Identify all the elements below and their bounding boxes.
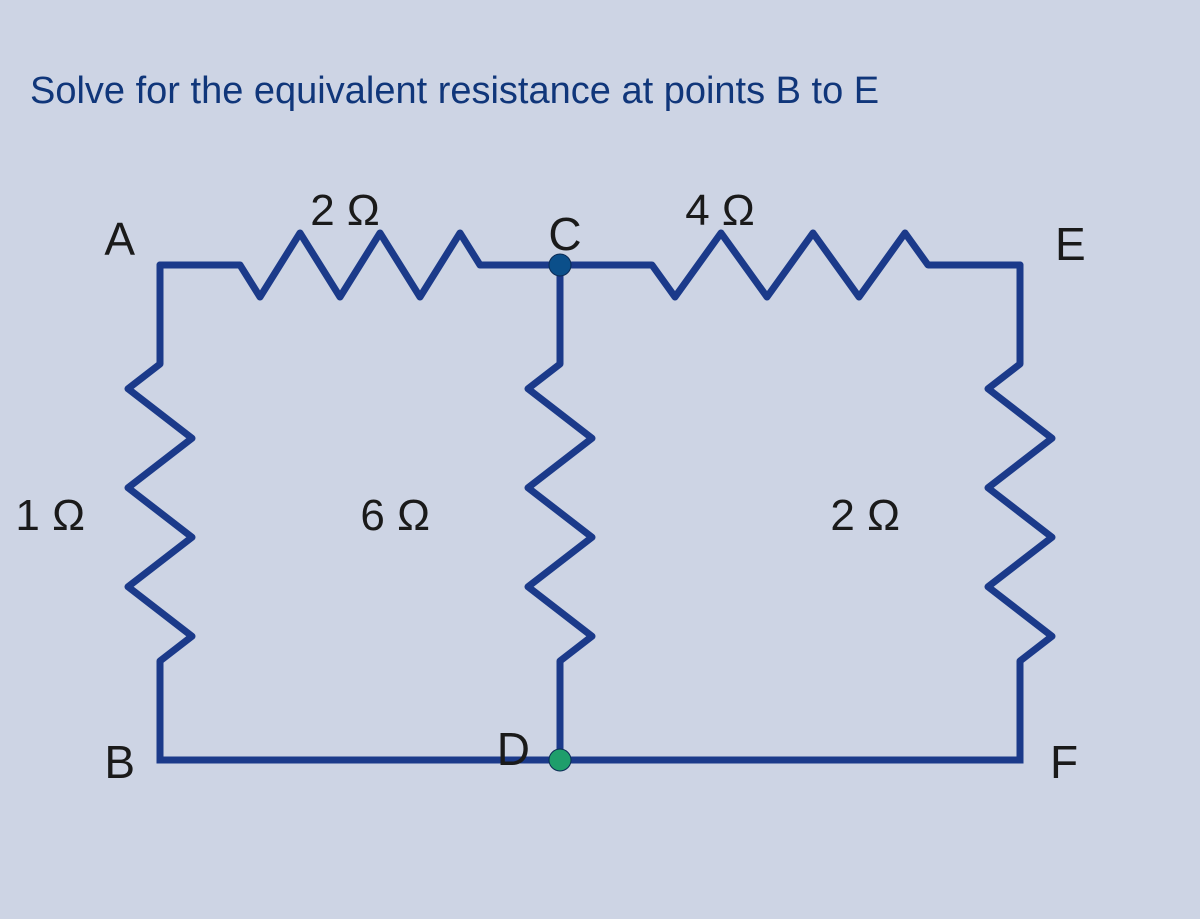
junction-dot-C <box>549 254 571 276</box>
resistor-value-AB: 1 Ω <box>15 491 85 540</box>
resistor-AB <box>128 265 192 760</box>
node-label-D: D <box>497 723 530 775</box>
resistor-AC <box>160 233 560 297</box>
resistor-value-EF: 2 Ω <box>830 491 900 540</box>
node-label-C: C <box>548 208 581 260</box>
node-label-B: B <box>104 736 135 788</box>
resistor-EF <box>988 265 1052 760</box>
junction-dot-D <box>549 749 571 771</box>
resistor-value-AC: 2 Ω <box>310 186 380 235</box>
resistor-CE <box>560 233 1020 297</box>
resistor-CD <box>528 265 592 760</box>
node-label-E: E <box>1055 218 1086 270</box>
resistor-value-CE: 4 Ω <box>685 186 755 235</box>
node-label-A: A <box>104 213 135 265</box>
resistor-value-CD: 6 Ω <box>360 491 430 540</box>
circuit-diagram: 2 Ω 4 Ω 1 Ω 6 Ω 2 Ω A C E B D F <box>0 0 1200 919</box>
node-label-F: F <box>1050 736 1078 788</box>
